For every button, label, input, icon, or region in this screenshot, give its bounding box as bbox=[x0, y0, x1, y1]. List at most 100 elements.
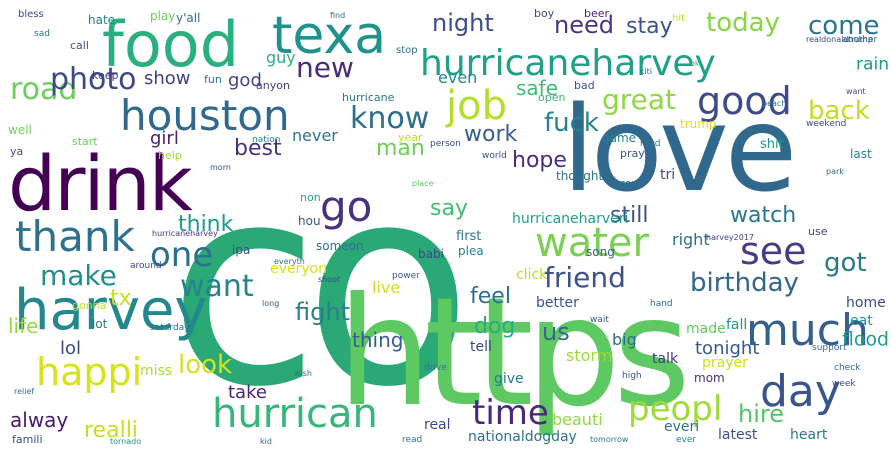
word: time bbox=[472, 393, 549, 433]
word: job bbox=[446, 83, 507, 129]
word: work bbox=[464, 122, 518, 147]
word: someon bbox=[316, 239, 364, 253]
word: keep bbox=[92, 69, 119, 82]
word: dog bbox=[474, 314, 516, 339]
word: high bbox=[622, 371, 642, 381]
word: girl bbox=[150, 128, 179, 149]
word: bad bbox=[574, 79, 595, 92]
word: god bbox=[228, 70, 262, 91]
word: co bbox=[168, 127, 473, 448]
word: wish bbox=[294, 369, 313, 378]
word: eat bbox=[850, 313, 873, 329]
word: play bbox=[150, 9, 176, 23]
word: everi bbox=[664, 419, 700, 435]
word: want bbox=[846, 87, 866, 96]
word: saturday bbox=[150, 323, 190, 333]
word: storm bbox=[566, 346, 613, 365]
word: home bbox=[846, 295, 886, 311]
word: tonight bbox=[695, 338, 760, 359]
word: find bbox=[330, 11, 346, 20]
word: sad bbox=[34, 29, 50, 39]
word: open bbox=[538, 91, 566, 104]
word: week bbox=[832, 379, 856, 389]
word: tomorrow bbox=[590, 435, 629, 444]
word: better bbox=[536, 295, 579, 311]
word: thing bbox=[352, 328, 404, 352]
word: year bbox=[398, 131, 423, 144]
word: boy bbox=[534, 7, 555, 20]
word: miss bbox=[140, 363, 173, 379]
word: gonna bbox=[72, 299, 107, 312]
word: start bbox=[72, 135, 98, 148]
word: stop bbox=[396, 45, 418, 56]
word: even bbox=[438, 68, 478, 87]
word: hurrican bbox=[212, 391, 378, 437]
word: check bbox=[834, 363, 861, 373]
word: come bbox=[808, 11, 880, 41]
word: man bbox=[376, 136, 425, 161]
word: thought bbox=[556, 169, 604, 183]
word: around bbox=[130, 261, 162, 271]
word: think bbox=[178, 212, 234, 237]
word: go bbox=[320, 182, 373, 231]
word: well bbox=[8, 123, 32, 137]
word: birthday bbox=[690, 268, 799, 298]
word: fight bbox=[295, 298, 350, 326]
word: know bbox=[350, 101, 430, 136]
word: pray bbox=[620, 147, 645, 160]
word: person bbox=[430, 139, 461, 149]
word: today bbox=[706, 8, 780, 38]
word: hire bbox=[738, 400, 784, 428]
word: ok bbox=[690, 59, 700, 68]
word: call bbox=[70, 39, 89, 52]
word: nation bbox=[252, 135, 281, 145]
word: hurricaneharveri bbox=[512, 211, 629, 227]
word: fall bbox=[726, 317, 748, 333]
word: peopl bbox=[628, 389, 723, 429]
word: park bbox=[826, 167, 844, 176]
word: babi bbox=[418, 247, 444, 261]
word: beauti bbox=[552, 410, 603, 429]
word: lol bbox=[60, 338, 82, 359]
word: photo bbox=[50, 62, 137, 97]
word: first bbox=[456, 229, 482, 244]
word: safe bbox=[516, 76, 559, 100]
word: ya bbox=[10, 145, 24, 158]
word: best bbox=[234, 136, 282, 161]
word: tell bbox=[470, 339, 492, 355]
word: beer bbox=[584, 7, 610, 20]
word: prayer bbox=[702, 355, 748, 371]
word: houston bbox=[120, 91, 290, 140]
word: fuck bbox=[544, 108, 599, 138]
word: hard bbox=[640, 139, 661, 149]
word: world bbox=[482, 151, 507, 161]
word: citi bbox=[640, 67, 652, 76]
word: y'all bbox=[176, 11, 201, 25]
word: friend bbox=[544, 261, 626, 294]
word: long bbox=[262, 299, 280, 308]
word: see bbox=[740, 229, 807, 273]
word: back bbox=[808, 96, 870, 126]
word: place bbox=[412, 179, 434, 188]
word: anyon bbox=[256, 79, 290, 92]
word: tri bbox=[660, 167, 676, 183]
word: heart bbox=[790, 427, 828, 443]
word: ipa bbox=[232, 243, 251, 257]
word: help bbox=[158, 149, 182, 162]
word: support bbox=[812, 343, 847, 353]
word: look bbox=[178, 350, 233, 380]
word: still bbox=[610, 203, 649, 228]
word: alway bbox=[10, 408, 69, 432]
word: real bbox=[424, 417, 451, 433]
word: made bbox=[686, 321, 726, 337]
word: need bbox=[554, 11, 614, 39]
word: hate bbox=[88, 13, 116, 27]
word: got bbox=[824, 248, 867, 278]
word: another bbox=[842, 35, 878, 45]
word: food bbox=[102, 8, 240, 81]
word: hou bbox=[298, 214, 321, 228]
word: drive bbox=[424, 363, 447, 373]
word: fun bbox=[204, 73, 222, 86]
word: love bbox=[562, 80, 797, 218]
